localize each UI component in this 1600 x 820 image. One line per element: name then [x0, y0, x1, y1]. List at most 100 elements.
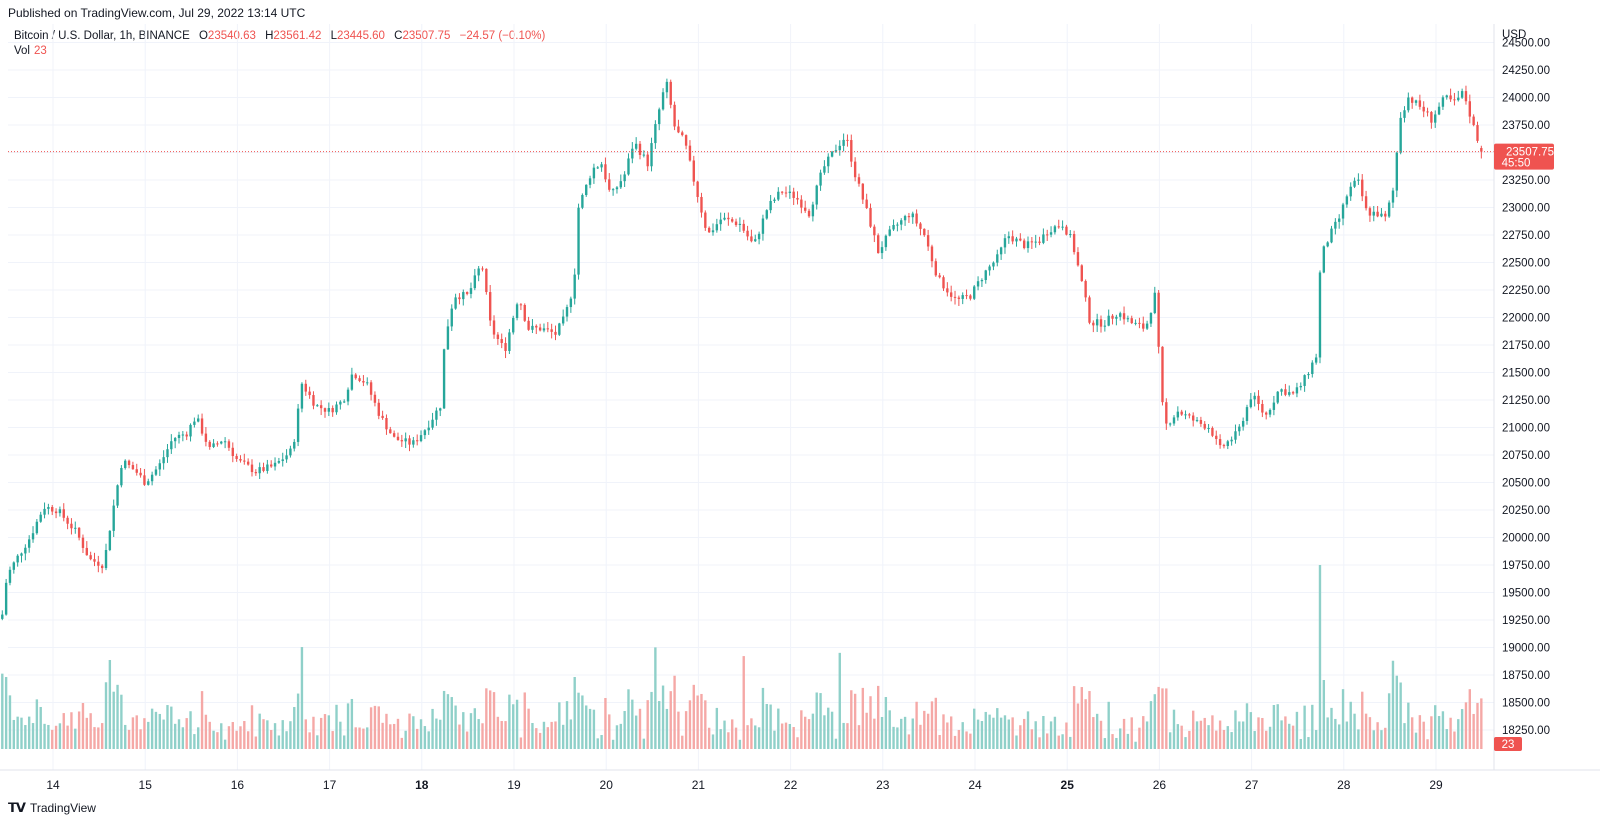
candle-body: [512, 317, 515, 333]
candle-body: [496, 334, 500, 340]
candle-body: [1134, 322, 1137, 324]
last-price-badge: [1494, 143, 1554, 170]
volume-bar: [1457, 719, 1460, 749]
volume-bar: [454, 705, 457, 749]
volume-bar: [70, 712, 73, 749]
candle-body: [658, 109, 661, 125]
candle-body: [723, 217, 726, 220]
volume-bar: [304, 719, 307, 749]
candle-body: [761, 218, 765, 234]
legend-symbol[interactable]: Bitcoin / U.S. Dollar, 1h, BINANCE: [14, 30, 190, 42]
volume-bar: [485, 688, 488, 749]
candle-body: [446, 326, 450, 350]
candle-body: [677, 126, 680, 133]
candle-body: [492, 320, 496, 335]
candle-body: [830, 151, 834, 157]
volume-bar: [588, 708, 592, 749]
volume-bar: [707, 727, 711, 749]
candle-body: [331, 408, 334, 413]
candle-body: [627, 158, 630, 175]
volume-bar: [1476, 702, 1479, 749]
candle-body: [1215, 435, 1218, 440]
volume-bar: [500, 720, 503, 749]
volume-legend-label[interactable]: Vol: [14, 45, 30, 57]
volume-bar: [139, 729, 142, 749]
volume-bar: [684, 711, 688, 749]
candle-body: [1172, 417, 1176, 424]
footer-brand[interactable]: TradingView: [29, 801, 96, 815]
candle-body: [1372, 211, 1375, 216]
volume-bar: [1203, 717, 1206, 749]
candle-body: [389, 429, 392, 434]
candle-body: [784, 192, 788, 194]
candle-body: [892, 224, 895, 230]
candle-body: [1380, 213, 1383, 217]
candle-body: [231, 447, 234, 457]
candle-body: [1218, 439, 1222, 446]
candle-body: [423, 430, 427, 436]
candle-body: [1061, 226, 1064, 228]
candle-body: [412, 440, 415, 445]
candle-body: [377, 402, 380, 416]
volume-bar: [327, 715, 331, 749]
volume-bar: [1268, 726, 1272, 749]
candle-body: [485, 268, 488, 293]
candle-body: [27, 539, 31, 548]
price-tick-label: 22750.00: [1502, 230, 1550, 242]
candle-body: [304, 383, 307, 392]
last-price-value: 23507.75: [1506, 147, 1554, 159]
candle-body: [93, 559, 96, 562]
volume-bar: [1245, 703, 1249, 749]
volume-bar: [1238, 721, 1241, 749]
volume-bar: [316, 735, 319, 749]
volume-bar: [1234, 710, 1237, 749]
volume-bar: [150, 708, 154, 749]
volume-bar: [811, 713, 815, 749]
volume-bar: [896, 727, 899, 749]
volume-bar: [266, 720, 269, 749]
volume-bar: [39, 706, 42, 749]
candle-body: [327, 408, 331, 412]
candle-body: [811, 204, 815, 217]
candle-body: [258, 467, 261, 474]
candle-body: [942, 277, 945, 289]
volume-bar: [435, 718, 438, 749]
volume-bars: [1, 565, 1483, 749]
volume-bar: [124, 724, 127, 749]
time-tick-label: 29: [1429, 778, 1443, 792]
candle-body: [769, 200, 772, 211]
volume-bar: [673, 675, 676, 749]
volume-bar: [1276, 704, 1279, 749]
volume-bar: [788, 723, 792, 749]
volume-bar: [688, 700, 692, 749]
volume-bar: [704, 700, 707, 749]
volume-bar: [281, 720, 284, 749]
legend-change: −24.57 (−0.10%): [459, 30, 546, 42]
volume-bar: [508, 694, 511, 749]
candle-body: [1464, 91, 1468, 102]
candle-body: [481, 268, 484, 270]
volume-bar: [1303, 705, 1306, 749]
candle-body: [223, 441, 227, 443]
volume-bar: [43, 723, 46, 749]
candle-body: [158, 463, 161, 470]
candle-body: [189, 424, 192, 437]
candle-body: [715, 224, 719, 231]
candle-body: [604, 164, 607, 180]
price-tick-label: 20500.00: [1502, 478, 1550, 490]
volume-bar: [850, 690, 853, 749]
candle-body: [1122, 313, 1126, 320]
volume-bar: [1072, 686, 1076, 749]
candle-body: [1364, 196, 1368, 209]
candle-body: [47, 507, 50, 509]
volume-bar: [1126, 733, 1130, 749]
volume-bar: [519, 737, 523, 749]
candle-body: [923, 228, 926, 236]
candle-body: [1349, 186, 1352, 197]
volume-bar: [1061, 734, 1064, 749]
candle-body: [358, 378, 361, 381]
candle-body: [58, 509, 62, 514]
volume-bar: [915, 701, 918, 749]
candle-body: [1330, 228, 1333, 243]
